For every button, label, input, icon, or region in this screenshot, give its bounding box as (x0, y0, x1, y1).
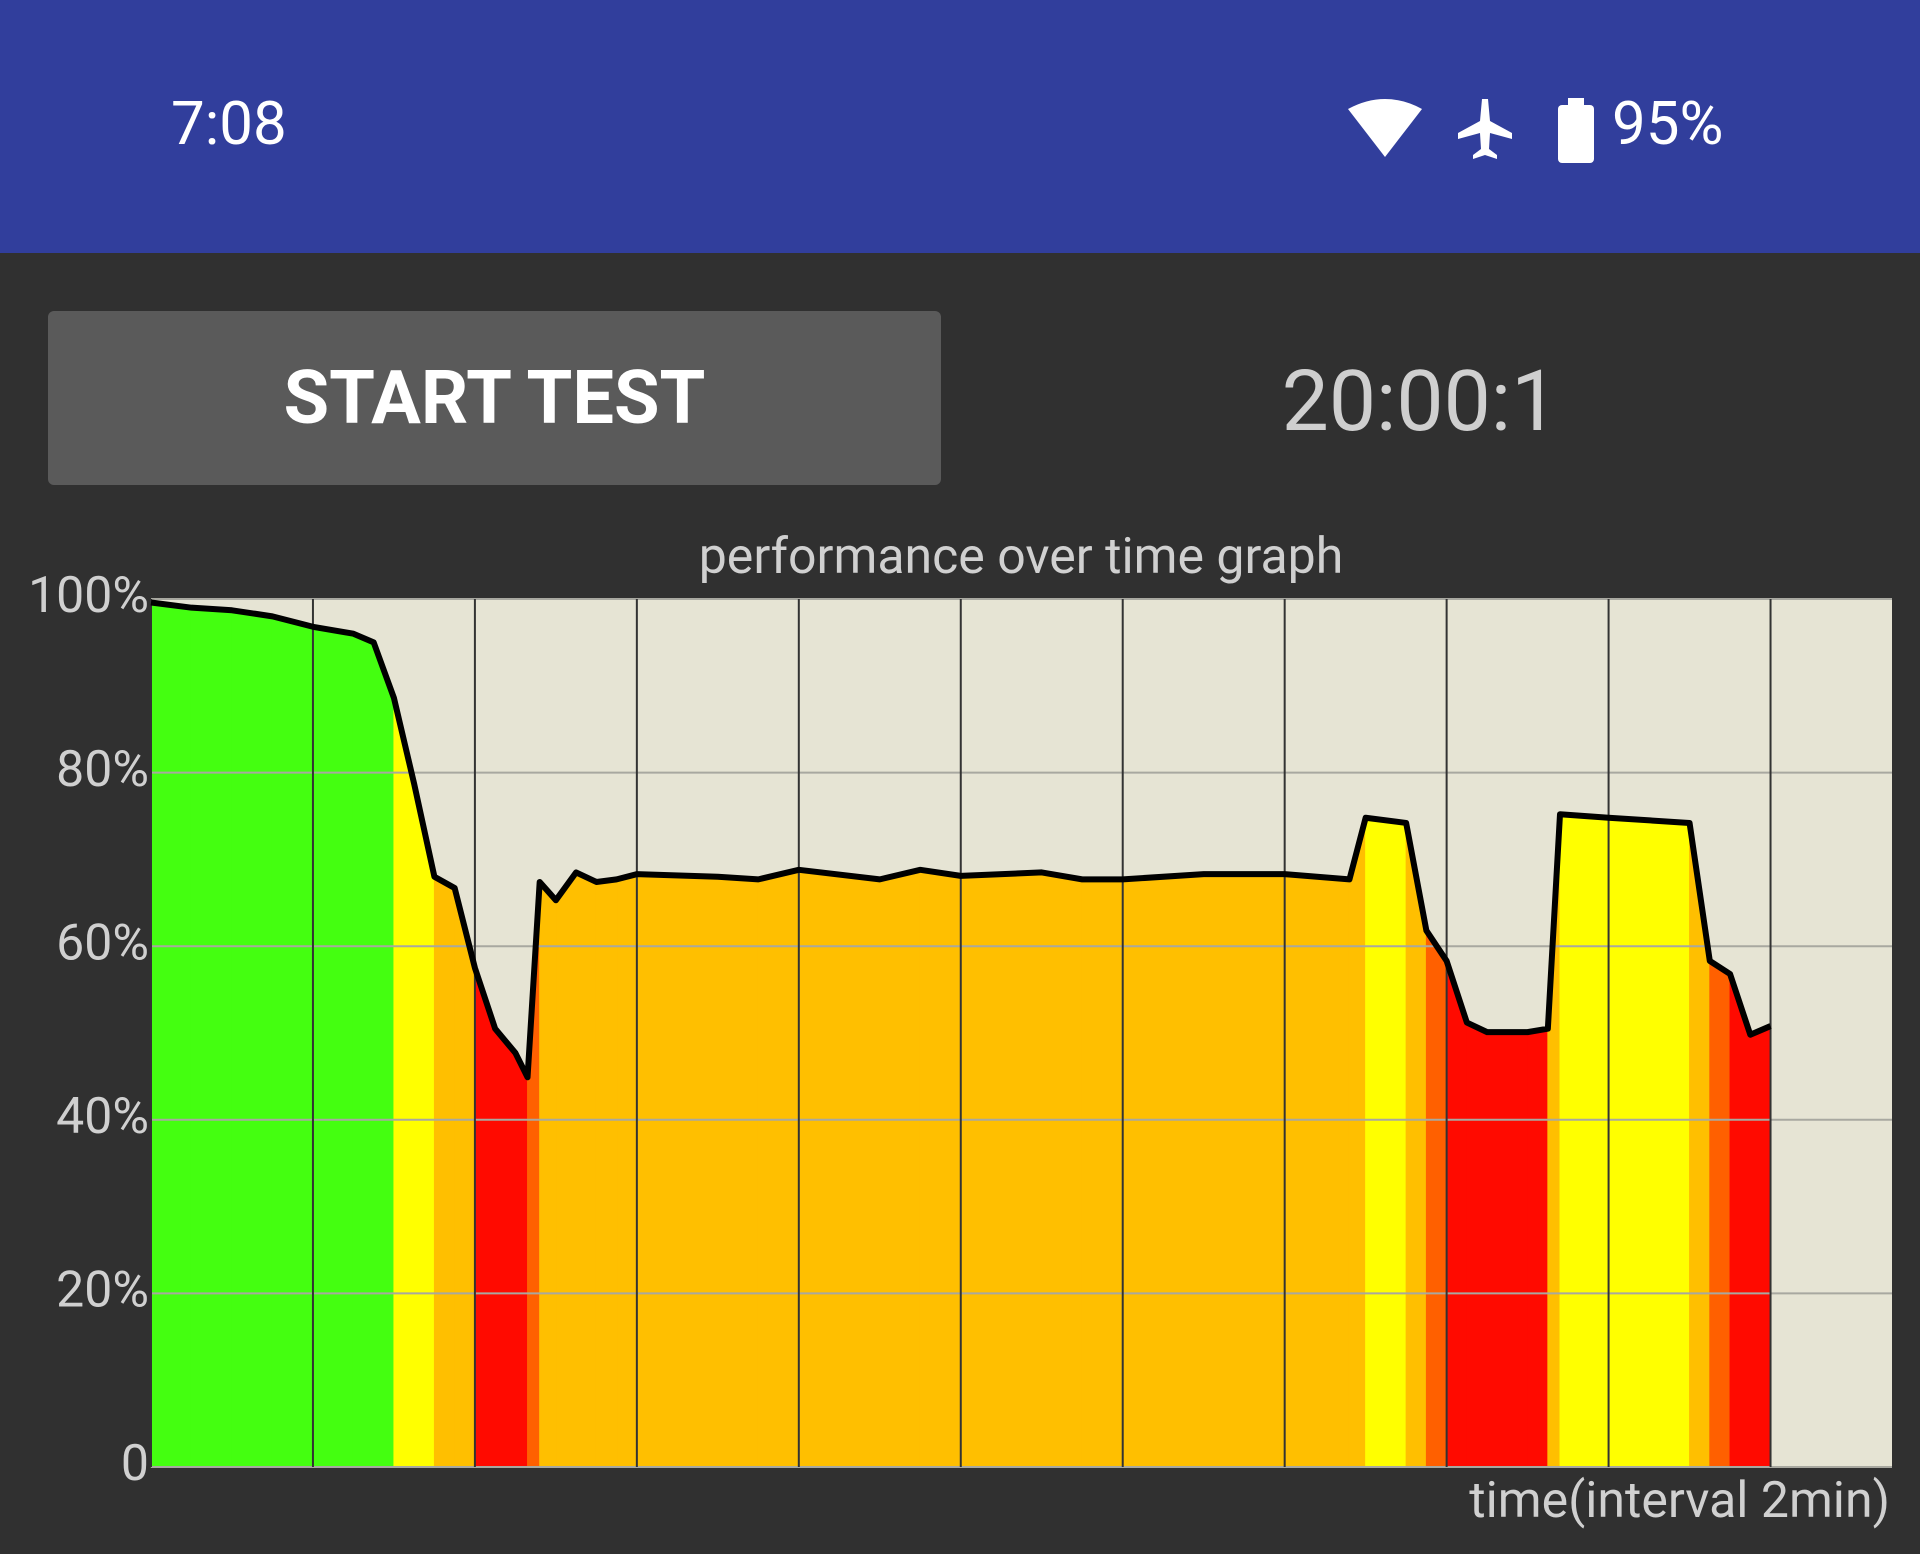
area-segment (960, 871, 1043, 1468)
area-segment (474, 967, 496, 1468)
area-segment (454, 887, 476, 1468)
area-segment (373, 642, 395, 1468)
area-segment (393, 697, 415, 1468)
battery-level: 95% (1612, 88, 1724, 159)
area-segment (1709, 960, 1731, 1468)
line (150, 599, 1772, 1081)
clock: 7:08 (171, 88, 287, 159)
area-segment (494, 1027, 516, 1468)
y-tick-label: 60% (56, 914, 149, 972)
area-segment (514, 1052, 529, 1468)
y-tick-label: 40% (56, 1088, 149, 1146)
area-segment (433, 875, 456, 1468)
area-segment (352, 632, 375, 1468)
x-axis-label: time(interval 2min) (1469, 1472, 1890, 1530)
area-segment (312, 626, 354, 1468)
status-icons (1348, 98, 1594, 163)
area-segment (757, 869, 800, 1468)
area-segment (413, 783, 435, 1468)
area-segment (1284, 873, 1350, 1468)
area-segment (190, 607, 233, 1468)
area-segment (1425, 928, 1448, 1468)
area-segment (150, 601, 192, 1468)
area-segment (1729, 973, 1751, 1468)
area-segment (1527, 1028, 1549, 1468)
area-segment (1203, 873, 1286, 1468)
area-segment (1041, 871, 1083, 1468)
start-test-button[interactable]: START TEST (48, 311, 941, 485)
area-segment (879, 869, 921, 1468)
battery-tip (1568, 98, 1584, 107)
area-segment (1608, 817, 1691, 1468)
area-segment (539, 880, 557, 1468)
area-segment (1365, 817, 1407, 1468)
area-segment (555, 870, 577, 1468)
area-segment (798, 869, 881, 1468)
area-segment (1081, 878, 1124, 1468)
battery-icon (1558, 105, 1594, 163)
y-tick-label: 80% (56, 741, 149, 799)
y-tick-label: 0 (121, 1435, 149, 1493)
area-segment (1559, 813, 1610, 1468)
area-segment (636, 873, 719, 1468)
area-segment (717, 876, 759, 1468)
area-segment (1466, 1021, 1488, 1468)
y-tick-label: 20% (56, 1262, 149, 1320)
area-segment (1122, 873, 1205, 1468)
area-segment (1749, 1025, 1772, 1468)
status-bar: 7:08 95% (0, 0, 1920, 253)
area-segment (616, 873, 638, 1468)
area-segment (1348, 817, 1367, 1468)
chart: performance over time graph time(interva… (28, 528, 1892, 1530)
area-segment (1486, 1031, 1529, 1468)
y-tick-label: 100% (28, 567, 149, 625)
area-segment (271, 615, 314, 1468)
timer: 20:00:1 (1281, 352, 1559, 451)
airplane-icon (1458, 99, 1512, 159)
area-segment (919, 869, 962, 1468)
wifi-icon (1348, 99, 1422, 157)
area-segment (1446, 960, 1468, 1468)
area-segment (595, 878, 618, 1468)
chart-title: performance over time graph (699, 528, 1344, 586)
area-segment (575, 871, 597, 1468)
area-segment (231, 609, 273, 1468)
